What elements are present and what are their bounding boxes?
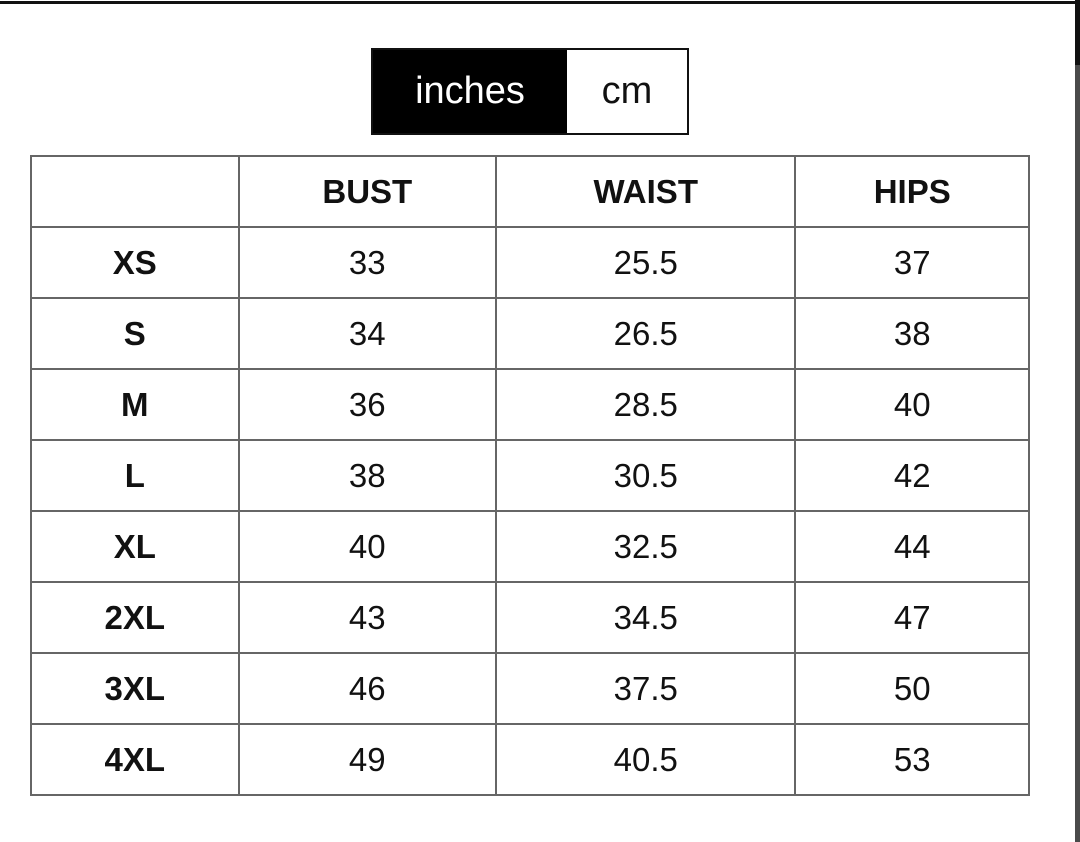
cell-bust: 36 bbox=[237, 368, 498, 441]
header-hips: HIPS bbox=[794, 155, 1030, 228]
cell-hips: 50 bbox=[794, 652, 1030, 725]
table-row: L 38 30.5 42 bbox=[30, 439, 1030, 512]
cell-hips: 53 bbox=[794, 723, 1030, 796]
header-waist: WAIST bbox=[495, 155, 797, 228]
cell-hips: 37 bbox=[794, 226, 1030, 299]
cell-size: XS bbox=[30, 226, 240, 299]
cell-bust: 38 bbox=[237, 439, 498, 512]
cell-bust: 33 bbox=[237, 226, 498, 299]
table-row: 4XL 49 40.5 53 bbox=[30, 723, 1030, 796]
unit-cm-button[interactable]: cm bbox=[567, 50, 687, 133]
cell-hips: 42 bbox=[794, 439, 1030, 512]
cell-waist: 40.5 bbox=[495, 723, 797, 796]
cell-waist: 30.5 bbox=[495, 439, 797, 512]
cell-size: L bbox=[30, 439, 240, 512]
scrollbar[interactable] bbox=[1075, 0, 1080, 842]
cell-waist: 32.5 bbox=[495, 510, 797, 583]
cell-size: 3XL bbox=[30, 652, 240, 725]
cell-size: S bbox=[30, 297, 240, 370]
cell-waist: 37.5 bbox=[495, 652, 797, 725]
cell-hips: 44 bbox=[794, 510, 1030, 583]
header-bust: BUST bbox=[237, 155, 498, 228]
cell-size: XL bbox=[30, 510, 240, 583]
cell-bust: 49 bbox=[237, 723, 498, 796]
table-row: XL 40 32.5 44 bbox=[30, 510, 1030, 583]
cell-bust: 40 bbox=[237, 510, 498, 583]
cell-waist: 25.5 bbox=[495, 226, 797, 299]
cell-hips: 47 bbox=[794, 581, 1030, 654]
unit-toggle: inches cm bbox=[371, 48, 689, 135]
scrollbar-thumb[interactable] bbox=[1075, 0, 1080, 65]
cell-size: 2XL bbox=[30, 581, 240, 654]
header-size bbox=[30, 155, 240, 228]
table-row: XS 33 25.5 37 bbox=[30, 226, 1030, 299]
cell-waist: 26.5 bbox=[495, 297, 797, 370]
cell-hips: 38 bbox=[794, 297, 1030, 370]
table-row: S 34 26.5 38 bbox=[30, 297, 1030, 370]
table-row: M 36 28.5 40 bbox=[30, 368, 1030, 441]
cell-waist: 34.5 bbox=[495, 581, 797, 654]
cell-size: 4XL bbox=[30, 723, 240, 796]
table-row: 3XL 46 37.5 50 bbox=[30, 652, 1030, 725]
cell-bust: 43 bbox=[237, 581, 498, 654]
top-divider bbox=[0, 1, 1075, 4]
unit-inches-button[interactable]: inches bbox=[373, 50, 567, 133]
header-row: BUST WAIST HIPS bbox=[30, 155, 1030, 228]
cell-bust: 34 bbox=[237, 297, 498, 370]
cell-bust: 46 bbox=[237, 652, 498, 725]
cell-size: M bbox=[30, 368, 240, 441]
table-row: 2XL 43 34.5 47 bbox=[30, 581, 1030, 654]
cell-waist: 28.5 bbox=[495, 368, 797, 441]
size-chart-table: BUST WAIST HIPS XS 33 25.5 37 S 34 26.5 38 M 36 28… bbox=[30, 155, 1030, 796]
cell-hips: 40 bbox=[794, 368, 1030, 441]
